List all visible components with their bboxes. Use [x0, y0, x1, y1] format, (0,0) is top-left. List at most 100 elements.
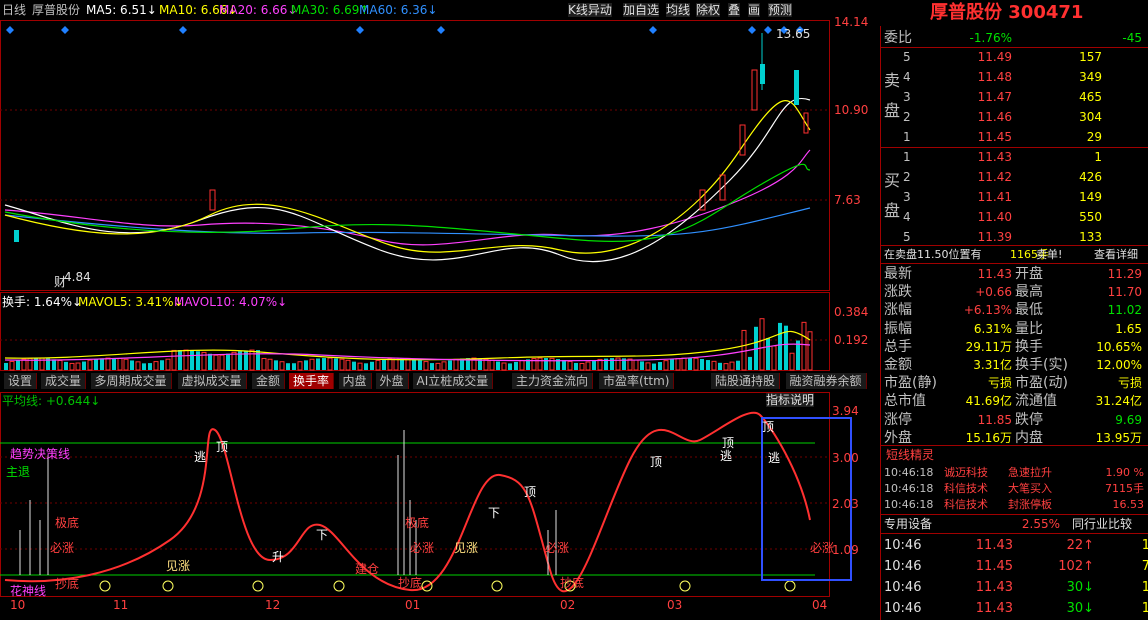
indicator-tab[interactable]: 陆股通持股 — [711, 373, 781, 389]
volume-bar — [537, 357, 543, 371]
stat-value: 亏损 — [1117, 376, 1142, 391]
signal-label: 顶 — [650, 455, 663, 469]
volume-bar — [610, 358, 614, 370]
toolbar-button[interactable]: K线异动 — [568, 3, 612, 17]
detail-button[interactable]: 查看详细 — [1094, 248, 1138, 261]
stat-value: 12.00% — [1096, 358, 1142, 372]
elf-time: 10:46:18 — [884, 466, 934, 479]
level: 3 — [903, 190, 911, 204]
volume-bar — [729, 361, 735, 371]
volume-bar — [4, 362, 8, 370]
indicator-tab[interactable]: 市盈率(ttm) — [599, 373, 675, 389]
volume-bar — [514, 361, 518, 370]
indicator-tab[interactable]: 换手率 — [289, 373, 335, 389]
indicator-line — [4, 411, 811, 593]
level: 5 — [903, 50, 911, 64]
stock-name: 厚普股份 — [32, 3, 81, 17]
compare-button[interactable]: 同行业比较 — [1072, 517, 1133, 531]
volume-bar — [370, 361, 374, 370]
book-label: 买 — [884, 171, 901, 190]
help-button[interactable]: 指标说明 — [766, 393, 815, 407]
volume-bar — [784, 325, 788, 370]
tick-price: 11.43 — [975, 580, 1013, 595]
alert-volume: 1165手 — [1010, 248, 1049, 261]
indicator-tab[interactable]: 虚拟成交量 — [177, 373, 247, 389]
volume-bar — [231, 351, 237, 371]
price-axis-label: 14.14 — [834, 15, 869, 29]
volume-bar — [75, 362, 81, 371]
stat-value: 31.24亿 — [1095, 394, 1142, 409]
level-price: 11.46 — [977, 110, 1012, 124]
event-diamonds — [6, 26, 804, 34]
signal-label: 下 — [488, 506, 501, 520]
indicator-tab[interactable]: 融资融券余额 — [785, 373, 867, 389]
stat-value: 15.16万 — [965, 430, 1012, 445]
indicator-tab[interactable]: 金额 — [252, 373, 286, 389]
toolbar-button[interactable]: 画 — [748, 3, 761, 17]
stat-label: 市盈(动) — [1015, 375, 1068, 392]
volume-bar — [94, 359, 98, 370]
stat-value: 11.02 — [1107, 303, 1142, 318]
volume-bar — [178, 350, 182, 370]
indicator-tab[interactable]: 设置 — [4, 373, 38, 389]
tick-time: 10:46 — [884, 580, 922, 595]
signal-label: 必涨 — [410, 541, 435, 555]
candles — [14, 33, 809, 242]
level: 4 — [903, 210, 911, 224]
volume-axis-label: 0.384 — [834, 305, 869, 319]
signal-label: 下 — [316, 528, 329, 542]
stat-label: 跌停 — [1015, 411, 1043, 428]
toolbar-button[interactable]: 叠 — [728, 3, 741, 17]
volume-bar — [670, 359, 674, 370]
volume-bar — [387, 357, 393, 371]
stat-value: 29.11万 — [965, 339, 1012, 354]
volume-bar — [460, 358, 464, 370]
indicator-tab[interactable]: 成交量 — [41, 373, 87, 389]
indicator-tab[interactable]: 内盘 — [338, 373, 372, 389]
stat-value: 10.65% — [1096, 339, 1142, 354]
volume-ma — [4, 330, 811, 362]
indicator-axis-label: 3.00 — [832, 451, 859, 465]
toolbar-button[interactable]: 均线 — [666, 3, 691, 17]
volume-bar — [100, 358, 104, 370]
volume-bar — [327, 357, 333, 371]
weibi-value: -1.76% — [969, 31, 1012, 45]
level-volume: 149 — [1079, 190, 1102, 204]
high-label: 13.65 — [776, 27, 811, 41]
volume-bar — [556, 359, 560, 370]
toolbar-button[interactable]: 除权 — [696, 3, 721, 17]
stat-value: 1.65 — [1115, 321, 1142, 336]
level: 1 — [903, 130, 911, 144]
volume-bar — [663, 360, 669, 371]
alert-text: 在卖盘11.50位置有 — [884, 248, 982, 261]
volume-bar — [562, 360, 566, 370]
volume-bar — [675, 358, 681, 371]
stat-value: 11.85 — [977, 412, 1012, 427]
volume-bar — [208, 353, 212, 370]
elf-time: 10:46:18 — [884, 498, 934, 511]
volume-bar — [292, 363, 296, 370]
volume-bar — [585, 361, 591, 371]
indicator-tab[interactable]: 外盘 — [375, 373, 409, 389]
volume-bar — [219, 354, 225, 371]
elf-stock: 科信技术 — [944, 482, 988, 495]
stat-value: 11.43 — [977, 267, 1012, 281]
industry: 专用设备 — [884, 517, 933, 531]
price-axis-label: 7.63 — [834, 193, 861, 207]
indicator-tab[interactable]: 多周期成交量 — [90, 373, 172, 389]
toolbar-button[interactable]: 加自选 — [623, 3, 660, 17]
stat-value: +6.13% — [963, 303, 1012, 318]
volume-bar — [508, 363, 512, 370]
elf-event: 大笔买入 — [1008, 482, 1052, 495]
stat-label: 涨幅 — [884, 302, 912, 319]
volume-bar — [9, 360, 15, 371]
volume-bar — [57, 360, 63, 371]
indicator-tab[interactable]: AI立桩成交量 — [412, 373, 494, 389]
volume-bar — [171, 349, 177, 371]
indicator-tab[interactable]: 主力资金流向 — [512, 373, 594, 389]
volume-bar — [418, 360, 422, 370]
volume-bar — [501, 362, 507, 371]
toolbar-button[interactable]: 预测 — [768, 3, 793, 17]
highlight-box — [761, 417, 852, 581]
section-title: 短线精灵 — [886, 448, 935, 462]
